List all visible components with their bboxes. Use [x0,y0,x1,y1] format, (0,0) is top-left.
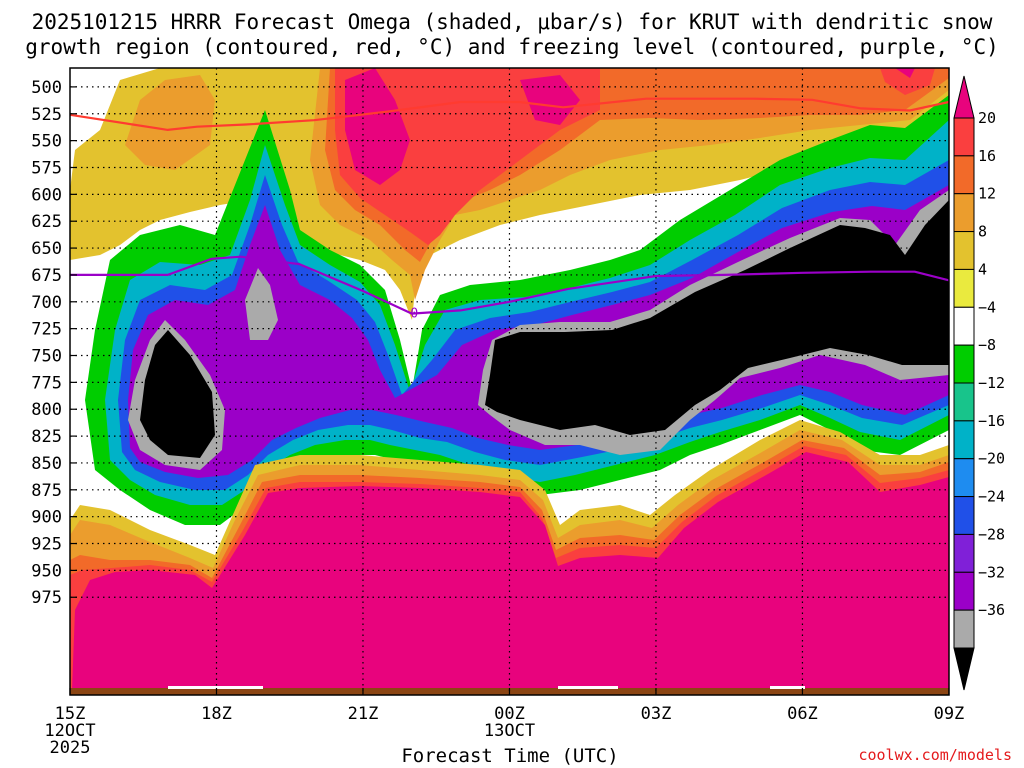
grid-lines [70,68,949,695]
x-axis-label: Forecast Time (UTC) [401,745,618,767]
colorbar: 20 16 12 8 4 −4 −8 −12 −16 −20 −24 −28 −32 −36 [953,75,1005,691]
x-tick-label: 15Z [55,704,86,724]
x-tick-label: 03Z [641,704,672,724]
y-tick-label: 775 [31,373,62,393]
y-tick-label: 575 [31,158,62,178]
colorbar-label: −16 [978,412,1005,430]
mid-grey-band [128,190,949,470]
x-tick-label: 12OCT [44,721,95,741]
y-tick-label: 725 [31,320,62,340]
colorbar-swatch [953,231,975,270]
y-tick-label: 800 [31,400,62,420]
colorbar-swatch [953,117,975,157]
y-tick-label: 700 [31,293,62,313]
colorbar-swatch [953,533,975,573]
x-tick-label: 00Z [494,704,525,724]
y-tick-label: 975 [31,588,62,608]
dendritic-growth-line [70,97,949,132]
surface-gap-3 [770,686,805,689]
x-tick-label: 13OCT [484,721,535,741]
colorbar-label: −28 [978,525,1005,543]
shaded-omega-field [70,68,949,695]
upper-red-region [335,68,935,245]
freezing-level-line [70,255,949,315]
y-tick-label: 950 [31,561,62,581]
colorbar-label: −8 [978,336,996,354]
colorbar-label: 20 [978,109,996,127]
colorbar-label: −36 [978,601,1005,619]
y-tick-label: 875 [31,481,62,501]
colorbar-label: −12 [978,374,1005,392]
y-axis: 500 525 550 575 600 625 650 675 700 725 750 775 800 8… [31,78,77,608]
credit-text: coolwx.com/models [858,746,1012,764]
y-tick-label: 750 [31,347,62,367]
y-tick-label: 900 [31,508,62,528]
y-tick-label: 850 [31,454,62,474]
x-tick-label: 09Z [934,704,965,724]
chart-title-line-1: 2025101215 HRRR Forecast Omega (shaded, … [32,10,993,34]
colorbar-swatch [953,306,975,346]
colorbar-swatch [953,155,975,195]
colorbar-label: −32 [978,563,1005,581]
colorbar-swatch [953,420,975,460]
colorbar-swatch [953,344,975,384]
surface-gap-2 [558,686,618,689]
surface-gap-1 [168,686,263,689]
mid-black-core [140,200,949,458]
colorbar-label: 4 [978,260,987,278]
y-tick-label: 650 [31,239,62,259]
x-tick-label: 06Z [787,704,818,724]
colorbar-swatch [953,458,975,498]
colorbar-label: −24 [978,488,1005,506]
chart-title-line-2: growth region (contoured, red, °C) and f… [25,35,999,59]
x-tick-label: 2025 [50,738,91,758]
y-tick-label: 925 [31,535,62,555]
x-tick-label: 18Z [201,704,232,724]
colorbar-swatch [953,609,975,649]
colorbar-swatch [953,382,975,422]
y-tick-label: 675 [31,266,62,286]
colorbar-swatch [953,193,975,233]
y-tick-label: 625 [31,212,62,232]
colorbar-top-triangle [953,75,975,119]
x-tick-label: 21Z [348,704,379,724]
colorbar-swatch [953,268,975,308]
y-tick-label: 600 [31,185,62,205]
colorbar-label: −20 [978,450,1005,468]
low-magenta-core [72,452,949,690]
y-tick-label: 500 [31,78,62,98]
colorbar-label: 8 [978,223,987,241]
colorbar-swatch [953,496,975,535]
y-tick-label: 525 [31,105,62,125]
colorbar-label: 16 [978,147,996,165]
colorbar-label: 12 [978,185,996,203]
colorbar-label: −4 [978,298,996,316]
colorbar-bottom-triangle [953,647,975,691]
y-tick-label: 825 [31,427,62,447]
plot-area: 0 [70,68,949,695]
freezing-level-contour-label: 0 [410,307,418,322]
colorbar-swatch [953,571,975,611]
y-tick-label: 550 [31,132,62,152]
